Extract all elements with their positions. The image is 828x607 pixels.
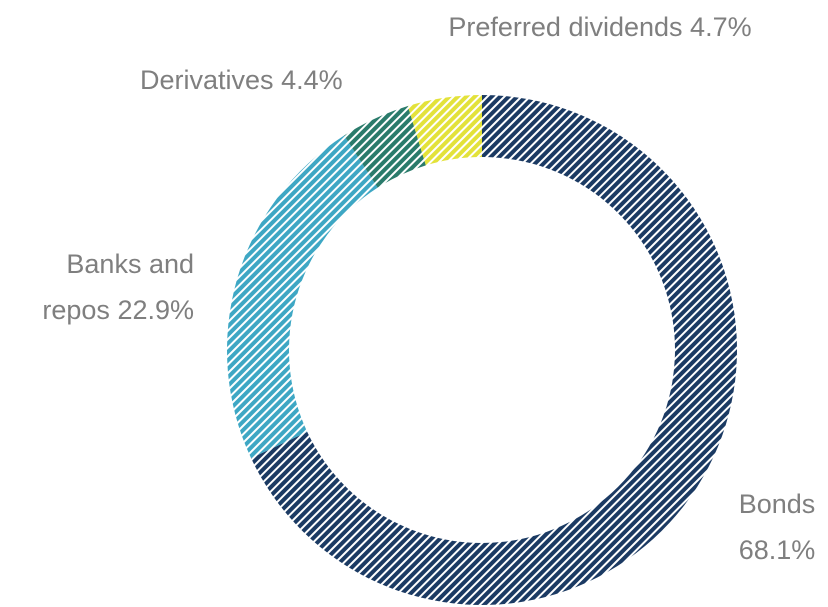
category-label: Derivatives bbox=[140, 65, 274, 95]
value-label: 4.4% bbox=[281, 65, 343, 95]
category-label: Preferred dividends bbox=[448, 12, 683, 42]
data-label: Derivatives 4.4% bbox=[140, 57, 390, 103]
category-label: Banks and repos bbox=[42, 249, 194, 325]
data-label: Banks and repos 22.9% bbox=[10, 241, 194, 333]
donut-segment bbox=[407, 95, 482, 166]
category-label: Bonds bbox=[738, 489, 816, 519]
value-label: 22.9% bbox=[117, 295, 194, 325]
value-label: 4.7% bbox=[690, 12, 752, 42]
donut-segment bbox=[227, 135, 378, 459]
value-label: 68.1% bbox=[738, 535, 816, 565]
data-label: Bonds 68.1% bbox=[722, 481, 828, 573]
data-label: Preferred dividends 4.7% bbox=[440, 4, 760, 50]
donut-segment bbox=[344, 106, 426, 188]
